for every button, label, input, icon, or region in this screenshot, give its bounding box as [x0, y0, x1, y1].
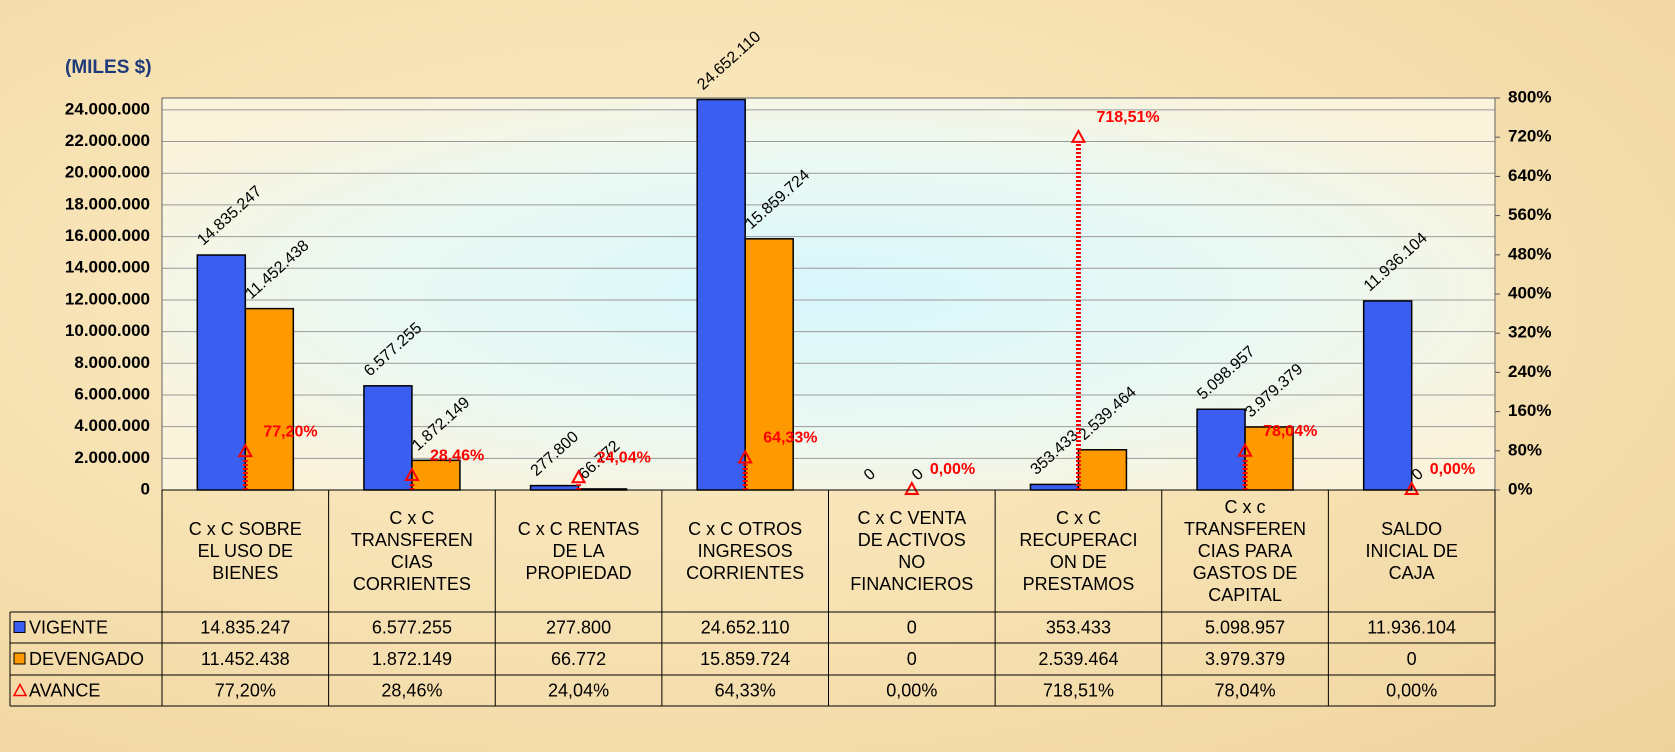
avance-label: 0,00% — [1430, 461, 1475, 478]
category-cell: C x C VENTA DE ACTIVOS NO FINANCIEROS — [850, 508, 974, 594]
legend-key — [12, 682, 28, 697]
avance-label: 24,04% — [597, 449, 651, 466]
legend-key — [13, 652, 26, 665]
y-tick-label: 20.000.000 — [65, 163, 150, 182]
avance-label: 0,00% — [930, 461, 975, 478]
table-value: 353.433 — [1046, 617, 1111, 637]
table-value: 0,00% — [1386, 680, 1437, 700]
y-tick-label: 4.000.000 — [74, 416, 150, 435]
bar — [744, 238, 794, 491]
avance-marker — [1237, 442, 1253, 457]
table-value: 64,33% — [715, 680, 776, 700]
category-cell: SALDO INICIAL DE CAJA — [1365, 519, 1458, 583]
table-value: 24,04% — [548, 680, 609, 700]
y2-tick-label: 720% — [1508, 127, 1551, 146]
avance-label: 718,51% — [1096, 109, 1159, 126]
table-value: 0 — [1407, 649, 1417, 669]
table-value: 11.936.104 — [1367, 617, 1456, 637]
table-value: 66.772 — [551, 649, 606, 669]
y-tick-label: 18.000.000 — [65, 194, 150, 213]
category-cell: C x C SOBRE EL USO DE BIENES — [188, 519, 302, 583]
table-value: 277.800 — [546, 617, 611, 637]
y2-tick-label: 0% — [1508, 479, 1533, 498]
avance-marker — [570, 469, 587, 484]
category-cell: C x C RENTAS DE LA PROPIEDAD — [517, 519, 640, 583]
avance-label: 28,46% — [430, 447, 484, 464]
legend-label: AVANCE — [29, 680, 100, 700]
y2-tick-label: 240% — [1508, 362, 1551, 381]
table-value: 78,04% — [1215, 680, 1276, 700]
bar — [196, 254, 247, 491]
y2-tick-label: 480% — [1508, 244, 1551, 263]
bar — [1244, 426, 1294, 491]
avance-marker — [1404, 480, 1420, 495]
y2-tick-label: 560% — [1508, 205, 1551, 224]
bar — [244, 307, 295, 491]
avance-label: 77,20% — [263, 423, 317, 440]
y-tick-label: 22.000.000 — [65, 131, 150, 150]
category-label: C x C VENTA DE ACTIVOS NO FINANCIEROS — [850, 508, 974, 594]
y2-tick-label: 160% — [1508, 401, 1551, 420]
y2-tick-label: 320% — [1508, 323, 1551, 342]
table-value: 14.835.247 — [200, 617, 290, 637]
avance-marker — [1070, 128, 1087, 143]
category-cell: C x C OTROS INGRESOS CORRIENTES — [686, 519, 805, 583]
y-tick-label: 10.000.000 — [65, 321, 150, 340]
y-tick-label: 8.000.000 — [74, 353, 150, 372]
table-value: 15.859.724 — [700, 649, 790, 669]
data-label: 24.652.110 — [694, 28, 764, 94]
category-label: C x C RENTAS DE LA PROPIEDAD — [517, 519, 640, 583]
table-value: 77,20% — [215, 680, 276, 700]
table-value: 1.872.149 — [372, 649, 452, 669]
category-cell: C x c TRANSFEREN CIAS PARA GASTOS DE CAP… — [1184, 497, 1307, 605]
table-value: 0 — [907, 617, 917, 637]
y-tick-label: 14.000.000 — [65, 258, 150, 277]
bar — [1077, 449, 1128, 491]
legend-key — [13, 621, 26, 633]
table-value: 3.979.379 — [1205, 649, 1285, 669]
y-tick-label: 6.000.000 — [74, 384, 150, 403]
y2-tick-label: 80% — [1508, 440, 1542, 459]
avance-label: 64,33% — [763, 430, 817, 447]
table-value: 11.452.438 — [201, 649, 290, 669]
bar — [1196, 408, 1246, 491]
avance-label: 78,04% — [1263, 423, 1317, 440]
y-tick-label: 12.000.000 — [65, 289, 150, 308]
table-value: 718,51% — [1043, 680, 1114, 700]
avance-marker — [904, 480, 920, 495]
table-value: 24.652.110 — [701, 617, 790, 637]
category-label: SALDO INICIAL DE CAJA — [1365, 519, 1458, 583]
avance-marker — [237, 443, 253, 458]
y-tick-label: 2.000.000 — [74, 448, 150, 467]
table-value: 5.098.957 — [1205, 617, 1285, 637]
category-label: C x c TRANSFEREN CIAS PARA GASTOS DE CAP… — [1184, 497, 1307, 605]
avance-marker — [404, 466, 420, 482]
table-value: 0,00% — [886, 680, 937, 700]
table-value: 2.539.464 — [1038, 649, 1118, 669]
y-tick-label: 24.000.000 — [65, 99, 150, 118]
table-value: 0 — [907, 649, 917, 669]
category-label: C x C RECUPERACI ON DE PRESTAMOS — [1019, 508, 1138, 594]
bar — [1362, 300, 1413, 491]
y2-tick-label: 640% — [1508, 166, 1551, 185]
bar — [363, 385, 413, 491]
y-tick-label: 16.000.000 — [65, 226, 150, 245]
y-tick-label: 0 — [141, 479, 150, 498]
category-cell: C x C RECUPERACI ON DE PRESTAMOS — [1019, 508, 1138, 594]
bar — [411, 459, 461, 491]
y2-tick-label: 400% — [1508, 283, 1551, 302]
category-cell: C x C TRANSFEREN CIAS CORRIENTES — [350, 508, 473, 594]
category-label: C x C SOBRE EL USO DE BIENES — [188, 519, 302, 583]
bar — [696, 98, 746, 491]
category-label: C x C TRANSFEREN CIAS CORRIENTES — [350, 508, 473, 594]
y2-tick-label: 800% — [1508, 87, 1551, 106]
legend-label: VIGENTE — [29, 617, 108, 637]
table-value: 6.577.255 — [372, 617, 452, 637]
category-label: C x C OTROS INGRESOS CORRIENTES — [686, 519, 805, 583]
legend-label: DEVENGADO — [29, 649, 144, 669]
avance-marker — [737, 449, 753, 464]
chart-title: (MILES $) — [65, 57, 152, 78]
table-value: 28,46% — [381, 680, 442, 700]
